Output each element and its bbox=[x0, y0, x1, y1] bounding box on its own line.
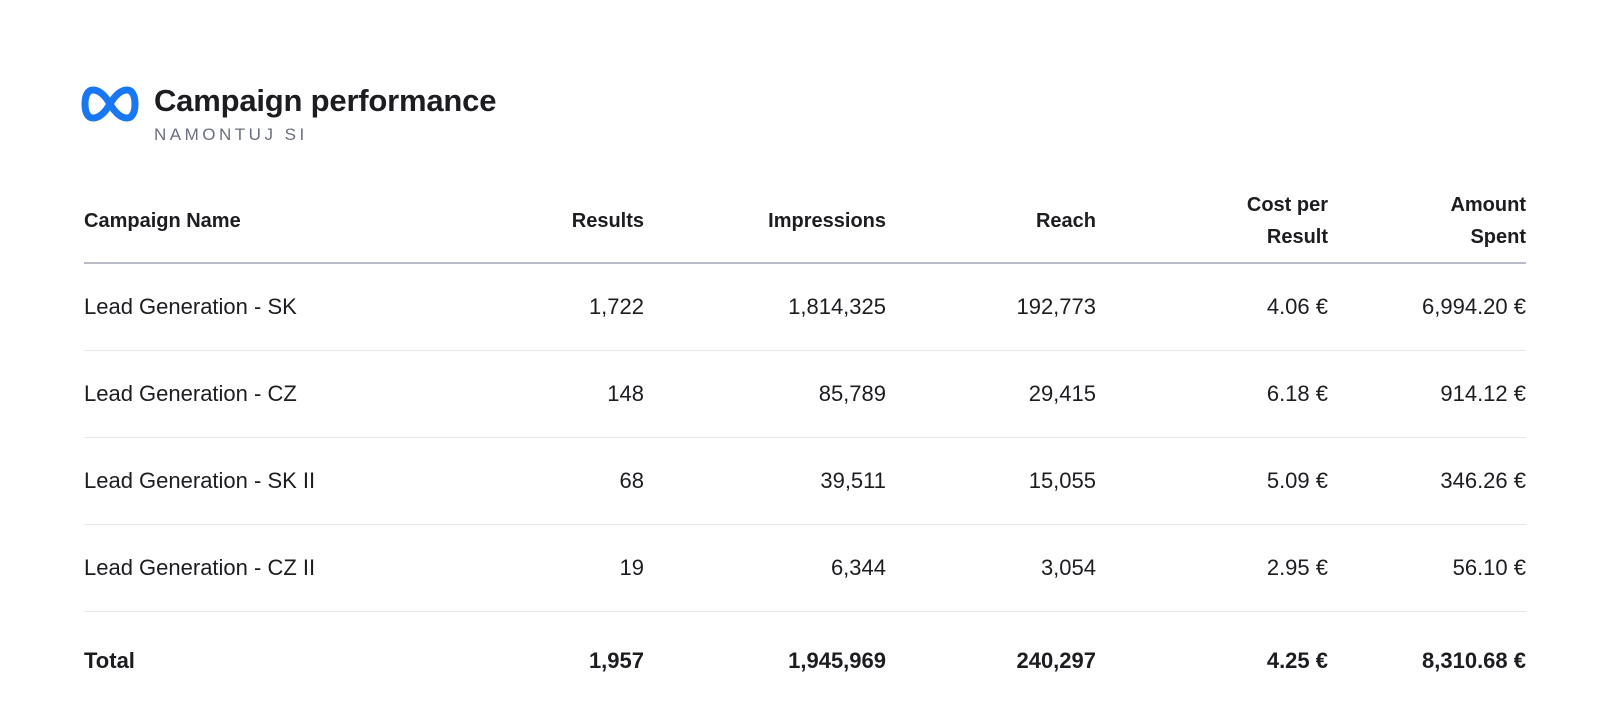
cell-amount-spent: 914.12 € bbox=[1328, 350, 1526, 438]
meta-infinity-icon bbox=[81, 86, 139, 122]
cell-reach: 15,055 bbox=[886, 437, 1096, 525]
cell-reach: 3,054 bbox=[886, 524, 1096, 612]
cell-cost-per-result: 5.09 € bbox=[1096, 437, 1328, 525]
cell-results: 19 bbox=[444, 524, 644, 612]
column-header-cost-per-result: Cost per Result bbox=[1096, 180, 1328, 264]
cell-campaign-name: Lead Generation - SK II bbox=[84, 437, 444, 525]
table-row: Lead Generation - SK 1,722 1,814,325 192… bbox=[84, 263, 1526, 351]
column-header-cost-line1: Cost per bbox=[1246, 194, 1328, 216]
column-header-cost-line2: Result bbox=[1266, 226, 1328, 248]
cell-impressions: 85,789 bbox=[644, 350, 886, 438]
cell-impressions: 39,511 bbox=[644, 437, 886, 525]
cell-amount-spent: 56.10 € bbox=[1328, 524, 1526, 612]
cell-amount-spent: 346.26 € bbox=[1328, 437, 1526, 525]
cell-reach: 192,773 bbox=[886, 263, 1096, 351]
total-results: 1,957 bbox=[588, 648, 644, 673]
cell-cost-per-result: 4.06 € bbox=[1096, 263, 1328, 351]
cell-results: 148 bbox=[444, 350, 644, 438]
table-row: Lead Generation - CZ II 19 6,344 3,054 2… bbox=[84, 524, 1526, 612]
cell-results: 1,722 bbox=[444, 263, 644, 351]
cell-campaign-name: Lead Generation - CZ bbox=[84, 350, 444, 438]
total-impressions: 1,945,969 bbox=[788, 648, 886, 673]
campaign-table: Campaign Name Results Impressions Reach … bbox=[84, 180, 1526, 708]
column-header-campaign-name: Campaign Name bbox=[84, 180, 444, 264]
cell-impressions: 6,344 bbox=[644, 524, 886, 612]
column-header-amount-line1: Amount bbox=[1450, 194, 1526, 216]
account-name: NAMONTUJ SI bbox=[154, 125, 308, 144]
column-header-amount-line2: Spent bbox=[1470, 226, 1526, 248]
total-reach: 240,297 bbox=[1016, 648, 1096, 673]
column-header-reach: Reach bbox=[886, 180, 1096, 264]
column-header-impressions: Impressions bbox=[644, 180, 886, 264]
table-total-row: Total 1,957 1,945,969 240,297 4.25 € 8,3… bbox=[84, 612, 1526, 709]
cell-cost-per-result: 6.18 € bbox=[1096, 350, 1328, 438]
table-header-row: Campaign Name Results Impressions Reach … bbox=[84, 180, 1526, 264]
column-header-amount-spent: Amount Spent bbox=[1328, 180, 1526, 264]
total-cost-per-result: 4.25 € bbox=[1266, 648, 1328, 673]
report-header: Campaign performance NAMONTUJ SI bbox=[80, 82, 496, 145]
total-amount-spent: 8,310.68 € bbox=[1422, 648, 1526, 673]
column-header-results: Results bbox=[444, 180, 644, 264]
page-title: Campaign performance bbox=[154, 83, 497, 118]
cell-amount-spent: 6,994.20 € bbox=[1328, 263, 1526, 351]
cell-campaign-name: Lead Generation - SK bbox=[84, 263, 444, 351]
table-row: Lead Generation - CZ 148 85,789 29,415 6… bbox=[84, 350, 1526, 438]
cell-reach: 29,415 bbox=[886, 350, 1096, 438]
total-label: Total bbox=[84, 648, 135, 673]
cell-cost-per-result: 2.95 € bbox=[1096, 524, 1328, 612]
cell-results: 68 bbox=[444, 437, 644, 525]
table-row: Lead Generation - SK II 68 39,511 15,055… bbox=[84, 437, 1526, 525]
cell-impressions: 1,814,325 bbox=[644, 263, 886, 351]
cell-campaign-name: Lead Generation - CZ II bbox=[84, 524, 444, 612]
